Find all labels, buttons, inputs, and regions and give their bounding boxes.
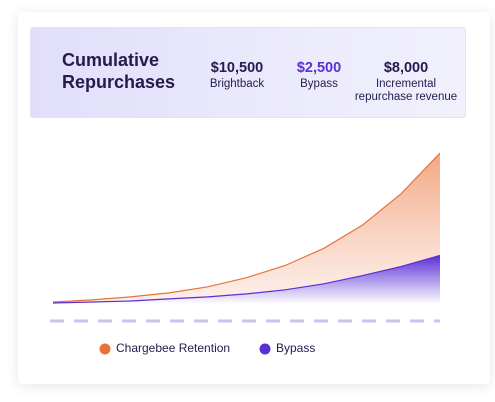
stat-value: $10,500 — [210, 60, 264, 76]
line — [52, 254, 441, 304]
chart-title: Cumulative Repurchases — [62, 50, 176, 92]
legend-marker — [99, 343, 111, 355]
stat-value: $2,500 — [296, 60, 342, 76]
stat-label: Brightback — [209, 78, 265, 90]
legend-label: Bypass — [276, 341, 315, 355]
stat: $8,000 Incremental repurchase revenue — [354, 59, 458, 104]
stat-label: Bypass — [300, 78, 338, 90]
area — [53, 153, 440, 304]
area — [53, 255, 440, 304]
line — [52, 152, 441, 303]
summary-panel — [30, 27, 466, 118]
stat: $10,500 Brightback — [202, 59, 272, 91]
stat: $2,500 Bypass — [284, 59, 354, 91]
legend-label: Chargebee Retention — [116, 341, 230, 355]
stat-label: Incremental repurchase revenue — [354, 78, 458, 103]
legend-marker — [259, 343, 271, 355]
stat-value: $8,000 — [383, 60, 429, 76]
